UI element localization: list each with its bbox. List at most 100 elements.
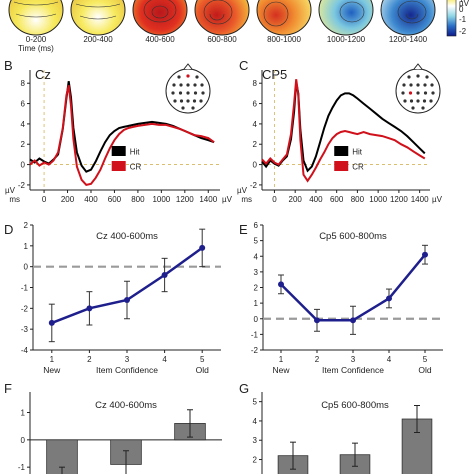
x-tick-label: 200 xyxy=(289,195,303,204)
contour-lines xyxy=(203,0,233,25)
electrode-dot xyxy=(431,91,435,95)
head-outline xyxy=(318,0,374,36)
panel-letter-g: G xyxy=(239,381,249,396)
x-tick-label: 600 xyxy=(330,195,344,204)
y-tick-label: 4 xyxy=(253,417,258,426)
x-category-label: New xyxy=(272,365,290,375)
topo-window-label: 600-800 xyxy=(207,35,237,44)
y-tick-label: 5 xyxy=(254,237,259,246)
data-point xyxy=(124,297,130,303)
y-axis-label: µV xyxy=(5,186,16,195)
legend-swatch-hit xyxy=(334,146,349,156)
y-tick-label: -4 xyxy=(21,346,29,355)
topo-row: 0-200 200-400 400-600 600-800 800-1000 1… xyxy=(8,0,470,53)
electrode-dot xyxy=(172,83,176,87)
electrode-map xyxy=(165,63,211,114)
electrode-dot xyxy=(178,91,183,95)
x-tick-label: 2 xyxy=(315,355,320,364)
electrode-dot xyxy=(409,99,414,103)
electrode-dot xyxy=(430,83,434,87)
colorbar-tick: 0 xyxy=(459,5,464,14)
y-tick-label: 3 xyxy=(253,436,258,445)
x-tick-label: 5 xyxy=(200,355,205,364)
y-tick-label: 0 xyxy=(24,263,29,272)
electrode-dot xyxy=(423,91,428,95)
electrode-dot xyxy=(403,99,407,103)
topo-map-1 xyxy=(70,0,126,36)
electrode-dot xyxy=(186,99,190,103)
colorbar-tick: -1 xyxy=(459,15,467,24)
y-tick-label: 2 xyxy=(253,456,258,465)
contour-lines xyxy=(397,0,427,24)
contour-lines xyxy=(13,1,59,18)
chart-title: Cz 400-600ms xyxy=(95,400,157,411)
y-tick-label: -1 xyxy=(251,330,259,339)
y-tick-label: 6 xyxy=(254,221,259,230)
y-tick-label: 6 xyxy=(21,100,26,109)
electrode-dot xyxy=(173,99,177,103)
electrode-dot xyxy=(401,91,405,95)
contour-lines xyxy=(263,1,289,27)
x-unit-label: µV xyxy=(222,195,233,204)
x-tick-label: 1 xyxy=(50,355,55,364)
electrode-dot xyxy=(416,99,420,103)
electrode-dot xyxy=(201,91,205,95)
y-tick-label: 2 xyxy=(21,140,26,149)
topo-window-label: 400-600 xyxy=(145,35,175,44)
y-tick-label: -2 xyxy=(18,181,26,190)
series-line-cr xyxy=(261,79,426,183)
x-axis-label: ms xyxy=(241,195,252,204)
electrode-dot xyxy=(416,83,420,87)
legend-swatch-cr xyxy=(334,161,349,171)
y-tick-label: 4 xyxy=(21,120,26,129)
x-tick-label: 200 xyxy=(61,195,75,204)
electrode-dot xyxy=(200,83,204,87)
electrode-dot xyxy=(195,75,199,79)
nose-icon xyxy=(413,63,423,70)
y-tick-label: 1 xyxy=(21,409,26,418)
legend-label-hit: Hit xyxy=(130,148,141,157)
topo-map-0 xyxy=(8,0,64,36)
electrode-dot xyxy=(193,91,198,95)
electrode-dot xyxy=(421,106,425,110)
y-axis-label: µV xyxy=(237,186,248,195)
x-tick-label: 400 xyxy=(309,195,323,204)
data-point xyxy=(314,317,320,324)
x-tick-label: 400 xyxy=(84,195,98,204)
y-tick-label: -1 xyxy=(18,463,26,472)
electrode-dot xyxy=(177,75,181,79)
legend-label-cr: CR xyxy=(130,163,142,172)
x-tick-label: 800 xyxy=(131,195,145,204)
topo-map-6 xyxy=(380,0,436,36)
contour-lines xyxy=(75,3,121,20)
electrode-dot xyxy=(425,75,429,79)
electrode-dot xyxy=(407,75,411,79)
chart-title: Cz 400-600ms xyxy=(96,231,158,242)
topo-map-5 xyxy=(318,0,374,36)
electrode-dots xyxy=(401,74,435,110)
colorbar-tick: -2 xyxy=(459,27,467,36)
nose-icon xyxy=(183,63,193,70)
x-tick-label: 1200 xyxy=(390,195,408,204)
topo-window-label: 1200-1400 xyxy=(389,35,428,44)
time-axis-label: Time (ms) xyxy=(18,44,54,53)
y-tick-label: 8 xyxy=(253,79,258,88)
x-tick-label: 3 xyxy=(351,355,356,364)
bar-plot-cz: Cz 400-600ms -1 0 1 xyxy=(18,392,222,474)
electrode-dot xyxy=(402,83,406,87)
electrode-dot xyxy=(422,99,427,103)
x-tick-label: 4 xyxy=(162,355,167,364)
x-tick-label: 0 xyxy=(42,195,47,204)
x-tick-label: 800 xyxy=(351,195,365,204)
y-tick-label: 8 xyxy=(21,79,26,88)
head-outline xyxy=(194,0,250,36)
electrode-dots xyxy=(171,74,205,110)
y-tick-label: -1 xyxy=(21,284,29,293)
x-tick-label: 600 xyxy=(108,195,122,204)
colorbar xyxy=(446,0,457,37)
y-tick-label: 2 xyxy=(24,221,29,230)
